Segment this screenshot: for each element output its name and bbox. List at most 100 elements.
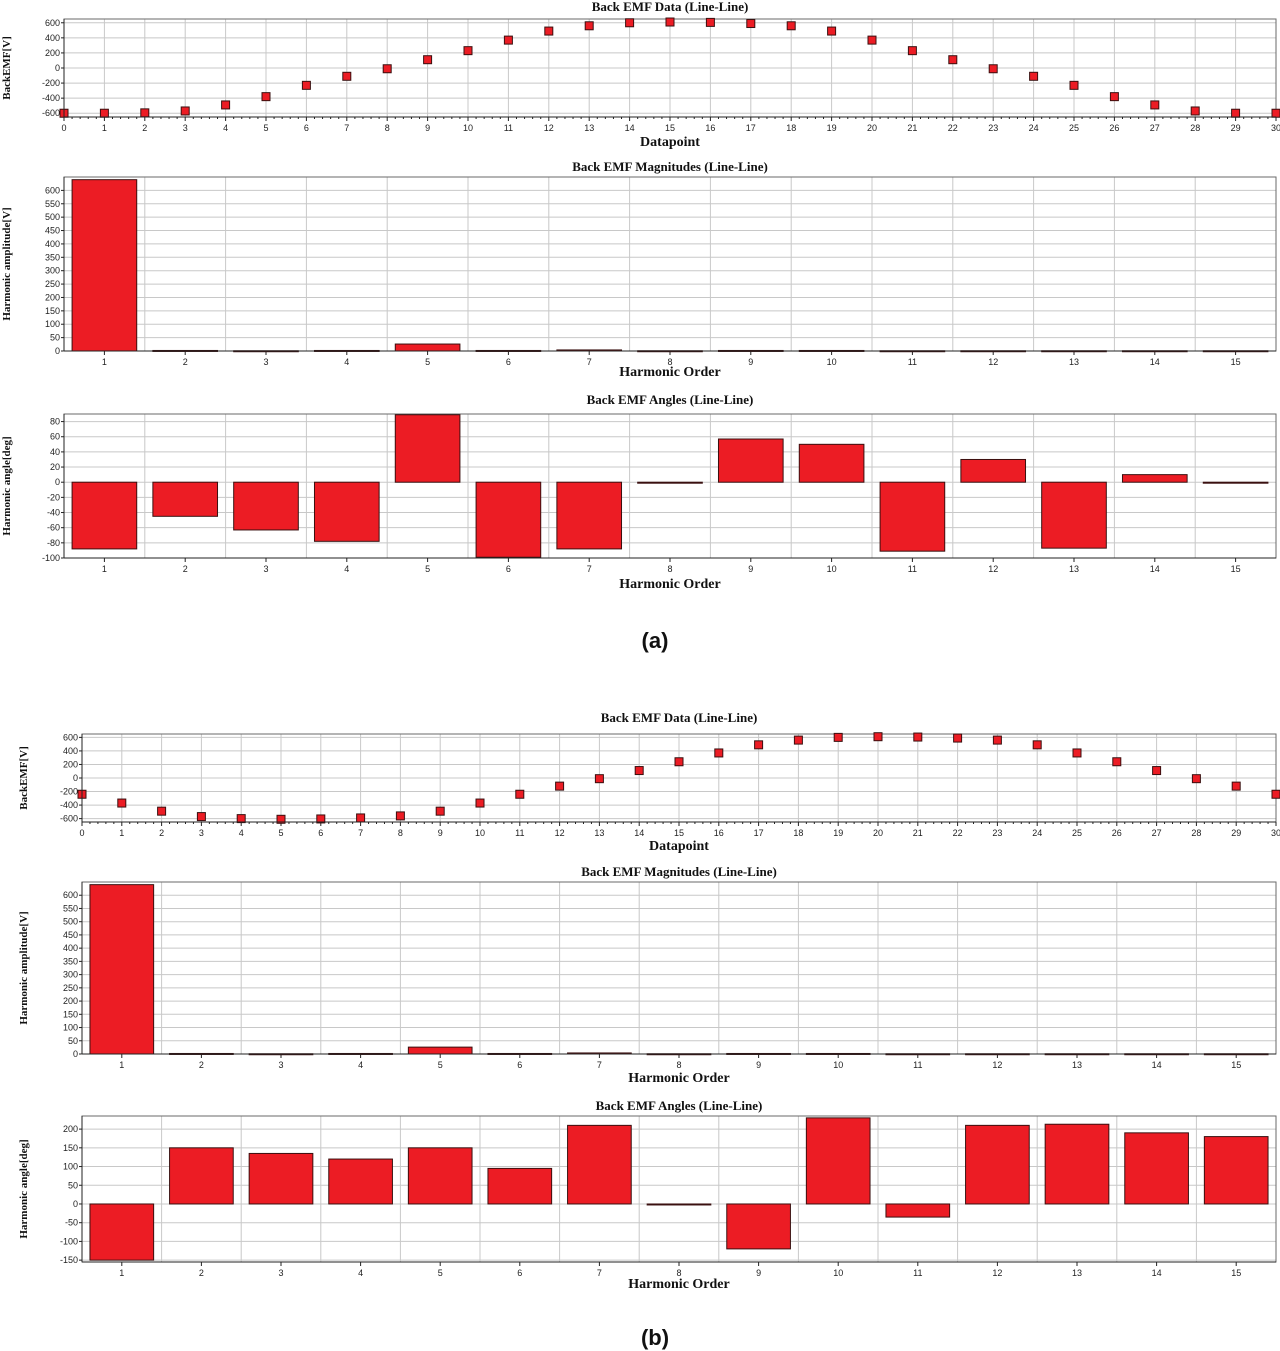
x-tick-label: 4 xyxy=(358,1268,363,1278)
bar xyxy=(407,1046,473,1055)
y-tick-label: -600 xyxy=(42,108,60,118)
data-point xyxy=(827,26,837,36)
data-point xyxy=(382,64,392,74)
y-axis-label: BackEMF[V] xyxy=(18,746,30,810)
x-tick-label: 12 xyxy=(992,1060,1002,1070)
x-tick-label: 2 xyxy=(199,1060,204,1070)
data-point xyxy=(157,806,167,816)
x-tick-label: 13 xyxy=(1072,1268,1082,1278)
data-point xyxy=(665,17,675,27)
y-tick-label: -50 xyxy=(65,1218,78,1228)
bar xyxy=(169,1147,234,1205)
x-tick-label: 1 xyxy=(119,828,124,838)
x-axis-label: Harmonic Order xyxy=(628,1277,729,1292)
data-point xyxy=(261,92,271,102)
x-tick-label: 1 xyxy=(119,1268,124,1278)
x-tick-label: 10 xyxy=(833,1268,843,1278)
chart-title: Back EMF Magnitudes (Line-Line) xyxy=(572,159,768,174)
data-point xyxy=(1190,106,1200,116)
y-tick-label: 100 xyxy=(63,1162,78,1172)
data-point xyxy=(754,740,764,750)
x-tick-label: 24 xyxy=(1032,828,1042,838)
x-tick-label: 3 xyxy=(263,564,268,574)
data-point xyxy=(1072,748,1082,758)
x-tick-label: 6 xyxy=(517,1060,522,1070)
data-point xyxy=(674,757,684,767)
data-point xyxy=(1150,100,1160,110)
x-tick-label: 10 xyxy=(833,1060,843,1070)
y-tick-label: 0 xyxy=(73,773,78,783)
y-tick-label: 60 xyxy=(50,432,60,442)
bar xyxy=(313,481,380,542)
x-tick-label: 29 xyxy=(1231,828,1241,838)
bar xyxy=(805,1117,871,1205)
y-tick-label: 350 xyxy=(45,252,60,262)
y-tick-label: -400 xyxy=(42,93,60,103)
data-point xyxy=(988,64,998,74)
x-tick-label: 1 xyxy=(119,1060,124,1070)
y-tick-label: 350 xyxy=(63,956,78,966)
data-point xyxy=(714,748,724,758)
x-tick-label: 11 xyxy=(913,1060,922,1070)
x-tick-label: 11 xyxy=(913,1268,922,1278)
x-tick-label: 3 xyxy=(278,1060,283,1070)
bar xyxy=(567,1124,632,1205)
x-tick-label: 14 xyxy=(1152,1268,1162,1278)
x-tick-label: 14 xyxy=(1150,564,1160,574)
data-point xyxy=(1191,774,1201,784)
x-axis-label: Datapoint xyxy=(649,839,709,854)
x-tick-label: 6 xyxy=(506,564,511,574)
chart-title: Back EMF Angles (Line-Line) xyxy=(596,1098,763,1113)
plot-frame xyxy=(63,176,1277,352)
data-point xyxy=(584,21,594,31)
bar xyxy=(407,1147,473,1205)
data-point xyxy=(180,106,190,116)
x-tick-label: 9 xyxy=(425,123,430,133)
bar xyxy=(71,481,138,550)
x-tick-label: 30 xyxy=(1271,123,1280,133)
y-tick-label: 0 xyxy=(55,63,60,73)
y-tick-label: -400 xyxy=(60,800,78,810)
y-tick-label: 100 xyxy=(45,319,60,329)
data-point xyxy=(117,798,127,808)
chart-b-ang: Back EMF Angles (Line-Line) Harmonic Orde… xyxy=(18,1098,1277,1292)
y-tick-label: 150 xyxy=(63,1143,78,1153)
x-tick-label: 9 xyxy=(756,1268,761,1278)
x-tick-label: 4 xyxy=(358,1060,363,1070)
bar xyxy=(960,458,1027,483)
y-tick-label: 400 xyxy=(63,746,78,756)
x-tick-label: 15 xyxy=(1231,1268,1241,1278)
x-tick-label: 13 xyxy=(584,123,594,133)
x-tick-label: 5 xyxy=(425,357,430,367)
data-point xyxy=(435,806,445,816)
x-tick-label: 16 xyxy=(714,828,724,838)
y-tick-label: -200 xyxy=(60,787,78,797)
x-tick-label: 25 xyxy=(1072,828,1082,838)
x-tick-label: 10 xyxy=(463,123,473,133)
y-tick-label: 50 xyxy=(68,1180,78,1190)
data-point xyxy=(1029,71,1039,81)
x-tick-label: 1 xyxy=(102,357,107,367)
x-tick-label: 11 xyxy=(515,828,524,838)
data-point xyxy=(1152,766,1162,776)
chart-b-mag: Back EMF Magnitudes (Line-Line) Harmonic … xyxy=(18,864,1277,1086)
y-tick-label: 450 xyxy=(45,226,60,236)
x-tick-label: 7 xyxy=(587,357,592,367)
data-point xyxy=(1032,740,1042,750)
data-point xyxy=(907,46,917,56)
x-tick-label: 15 xyxy=(674,828,684,838)
y-tick-label: 150 xyxy=(63,1009,78,1019)
x-tick-label: 5 xyxy=(425,564,430,574)
x-tick-label: 15 xyxy=(1231,564,1241,574)
y-tick-label: 400 xyxy=(63,943,78,953)
x-tick-label: 11 xyxy=(908,564,917,574)
y-tick-label: 200 xyxy=(63,996,78,1006)
y-tick-label: 400 xyxy=(45,239,60,249)
data-point xyxy=(1069,80,1079,90)
y-tick-label: -40 xyxy=(47,508,60,518)
data-point xyxy=(625,18,635,28)
y-axis-label: Harmonic amplitude[V] xyxy=(18,911,30,1024)
bar xyxy=(556,481,623,550)
x-tick-label: 5 xyxy=(263,123,268,133)
x-tick-label: 0 xyxy=(79,828,84,838)
